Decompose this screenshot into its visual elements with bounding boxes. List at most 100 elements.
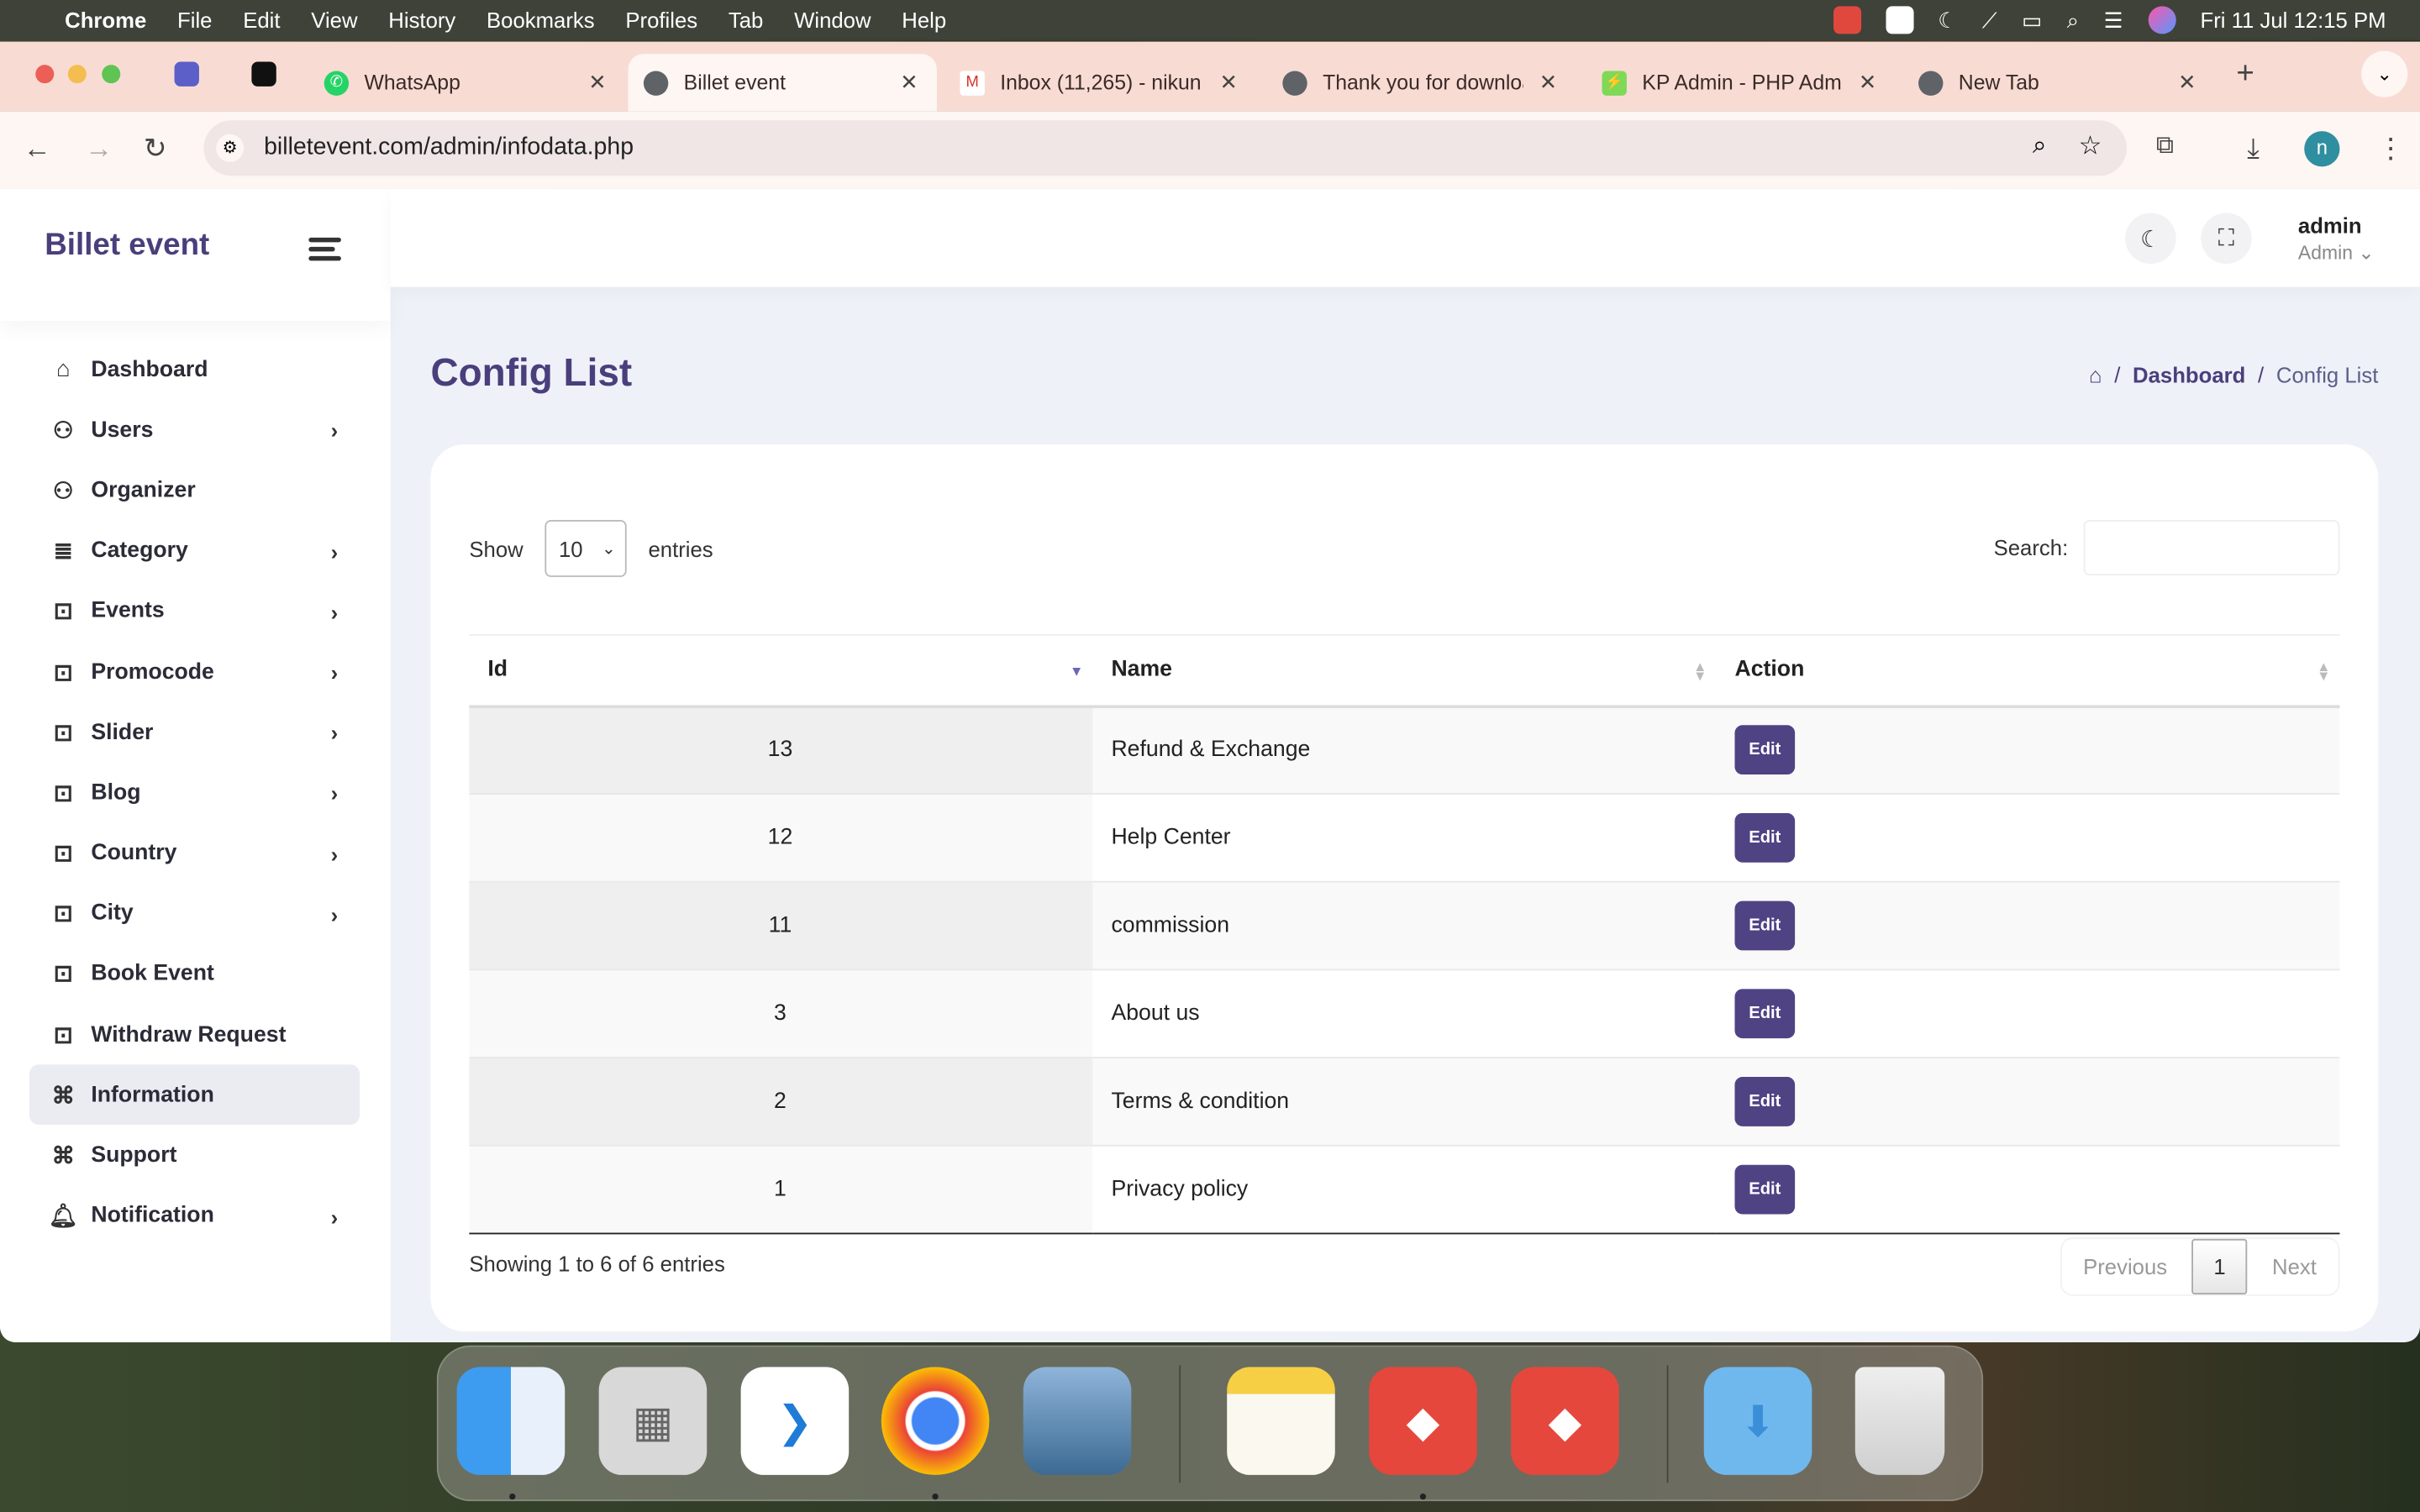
minimize-window-button[interactable] (67, 65, 87, 84)
spotlight-search-icon[interactable]: ⌕ (2066, 7, 2080, 32)
back-button[interactable]: ← (23, 132, 51, 164)
menu-window[interactable]: Window (794, 8, 871, 33)
extensions-icon[interactable]: ⧉ (2155, 132, 2174, 160)
edit-button[interactable]: Edit (1734, 1077, 1796, 1126)
anydesk-icon[interactable]: ◆ (1369, 1367, 1477, 1475)
sidebar-item-category[interactable]: ≣ Category › (29, 521, 360, 581)
finder-icon[interactable] (456, 1367, 566, 1475)
sidebar-item-book-event[interactable]: ⊡ Book Event (29, 944, 360, 1005)
sidebar-item-blog[interactable]: ⊡ Blog › (29, 763, 360, 823)
sidebar-item-promocode[interactable]: ⊡ Promocode › (29, 642, 360, 702)
sidebar-item-information[interactable]: ⌘ Information (29, 1064, 360, 1126)
preview-icon[interactable] (1023, 1367, 1132, 1475)
chrome-menu-icon[interactable]: ⋮ (2376, 132, 2405, 164)
tab-search-button[interactable]: ⌄ (2361, 50, 2408, 97)
edit-button[interactable]: Edit (1734, 989, 1796, 1039)
breadcrumb-dashboard[interactable]: Dashboard (2133, 362, 2246, 388)
user-menu[interactable]: admin Admin ⌄ (2298, 213, 2375, 264)
home-icon[interactable]: ⌂ (2088, 362, 2102, 388)
downloads-folder-icon[interactable]: ⬇ (1703, 1367, 1812, 1475)
menu-bookmarks[interactable]: Bookmarks (487, 8, 595, 33)
dark-mode-toggle-icon[interactable]: ☾ (2125, 213, 2176, 265)
pinned-tab-icon[interactable] (251, 61, 276, 87)
menu-profiles[interactable]: Profiles (625, 8, 698, 33)
menu-help[interactable]: Help (902, 8, 947, 33)
notes-icon[interactable] (1227, 1367, 1335, 1475)
next-button[interactable]: Next (2272, 1254, 2317, 1279)
moon-icon[interactable]: ☾ (1938, 7, 1958, 32)
wifi-off-icon[interactable]: ⟋ (1981, 7, 1997, 32)
column-header-id[interactable]: Id ▼ (469, 633, 1093, 708)
column-header-name[interactable]: Name ▲ ▼ (1092, 633, 1717, 708)
bookmark-star-icon[interactable]: ☆ (2078, 131, 2102, 161)
previous-button[interactable]: Previous (2083, 1254, 2168, 1279)
sidebar-item-organizer[interactable]: ⚇ Organizer (29, 460, 360, 521)
sidebar-item-city[interactable]: ⊡ City › (29, 884, 360, 944)
fullscreen-icon[interactable]: ⛶ (2201, 213, 2252, 265)
sidebar-item-notification[interactable]: 🔔︎ Notification › (29, 1186, 360, 1247)
battery-icon[interactable]: ▭ (2022, 7, 2043, 32)
control-center-icon[interactable]: ☰ (2103, 7, 2123, 32)
menu-edit[interactable]: Edit (243, 8, 281, 33)
launchpad-icon[interactable]: ▦ (598, 1367, 708, 1475)
trash-icon[interactable] (1854, 1367, 1945, 1475)
sidebar-item-dashboard[interactable]: ⌂ Dashboard (29, 339, 360, 400)
close-tab-icon[interactable]: ✕ (2178, 69, 2196, 95)
user-name: admin (2297, 213, 2362, 238)
sidebar-item-country[interactable]: ⊡ Country › (29, 823, 360, 884)
forward-button[interactable]: → (85, 132, 113, 164)
tab-kp-admin[interactable]: ⚡ KP Admin - PHP Admin ✕ (1586, 54, 1895, 111)
globe-icon (643, 70, 669, 95)
edit-button[interactable]: Edit (1734, 725, 1796, 775)
downloads-icon[interactable]: ⤓ (2247, 132, 2260, 164)
teams-pinned-tab-icon[interactable] (174, 61, 199, 87)
zoom-window-button[interactable] (102, 65, 121, 84)
page-1-button[interactable]: 1 (2191, 1238, 2248, 1295)
anydesk-icon[interactable]: ◆ (1511, 1367, 1619, 1475)
menu-view[interactable]: View (311, 8, 358, 33)
sidebar-toggle-icon[interactable] (308, 237, 341, 265)
search-input[interactable] (2083, 519, 2340, 576)
tab-new-tab[interactable]: New Tab ✕ (1906, 54, 2214, 111)
menu-app[interactable]: Chrome (65, 8, 147, 33)
reload-button[interactable]: ↻ (143, 132, 167, 164)
close-window-button[interactable] (35, 65, 55, 84)
sidebar-item-slider[interactable]: ⊡ Slider › (29, 702, 360, 763)
siri-icon[interactable] (2148, 6, 2176, 34)
cell-name: commission (1092, 881, 1717, 971)
tab-billet-event[interactable]: Billet event ✕ (628, 54, 937, 112)
column-header-action[interactable]: Action ▲ ▼ (1716, 633, 2340, 708)
close-tab-icon[interactable]: ✕ (588, 69, 607, 95)
address-bar[interactable]: ⚙ billetevent.com/admin/infodata.php ⌕ ☆ (203, 120, 2128, 176)
edit-button[interactable]: Edit (1734, 1164, 1796, 1215)
menu-file[interactable]: File (177, 8, 213, 33)
close-tab-icon[interactable]: ✕ (1858, 69, 1877, 95)
new-tab-button[interactable]: + (2236, 56, 2254, 92)
chrome-icon[interactable] (881, 1367, 990, 1475)
close-tab-icon[interactable]: ✕ (1219, 69, 1239, 95)
site-info-icon[interactable]: ⚙ (216, 134, 245, 162)
anydesk-status-icon[interactable] (1833, 6, 1861, 34)
sidebar-item-events[interactable]: ⊡ Events › (29, 581, 360, 642)
cell-id: 2 (469, 1058, 1093, 1147)
zoom-icon[interactable]: ⌕ (2033, 132, 2047, 160)
screen-record-icon[interactable] (1885, 6, 1913, 34)
edit-button[interactable]: Edit (1734, 812, 1796, 863)
menubar-clock[interactable]: Fri 11 Jul 12:15 PM (2200, 8, 2386, 33)
sidebar-item-support[interactable]: ⌘ Support (29, 1126, 360, 1186)
vscode-icon[interactable]: ❯ (740, 1367, 850, 1475)
sidebar-item-users[interactable]: ⚇ Users › (29, 400, 360, 460)
edit-button[interactable]: Edit (1734, 900, 1796, 951)
close-tab-icon[interactable]: ✕ (1539, 69, 1558, 95)
menu-tab[interactable]: Tab (728, 8, 764, 33)
brand-logo[interactable]: Billet event (45, 228, 210, 263)
url-text[interactable]: billetevent.com/admin/infodata.php (264, 134, 634, 161)
tab-gmail[interactable]: M Inbox (11,265) - nikun ✕ (948, 54, 1256, 111)
menu-history[interactable]: History (388, 8, 456, 33)
tab-whatsapp[interactable]: ✆ WhatsApp ✕ (308, 54, 625, 111)
entries-select[interactable]: 10 ⌄ (544, 519, 627, 577)
close-tab-icon[interactable]: ✕ (900, 69, 918, 95)
profile-avatar[interactable]: n (2304, 131, 2340, 167)
tab-thank-you[interactable]: Thank you for downloading✕ (1267, 54, 1576, 111)
sidebar-item-withdraw-request[interactable]: ⊡ Withdraw Request (29, 1005, 360, 1065)
